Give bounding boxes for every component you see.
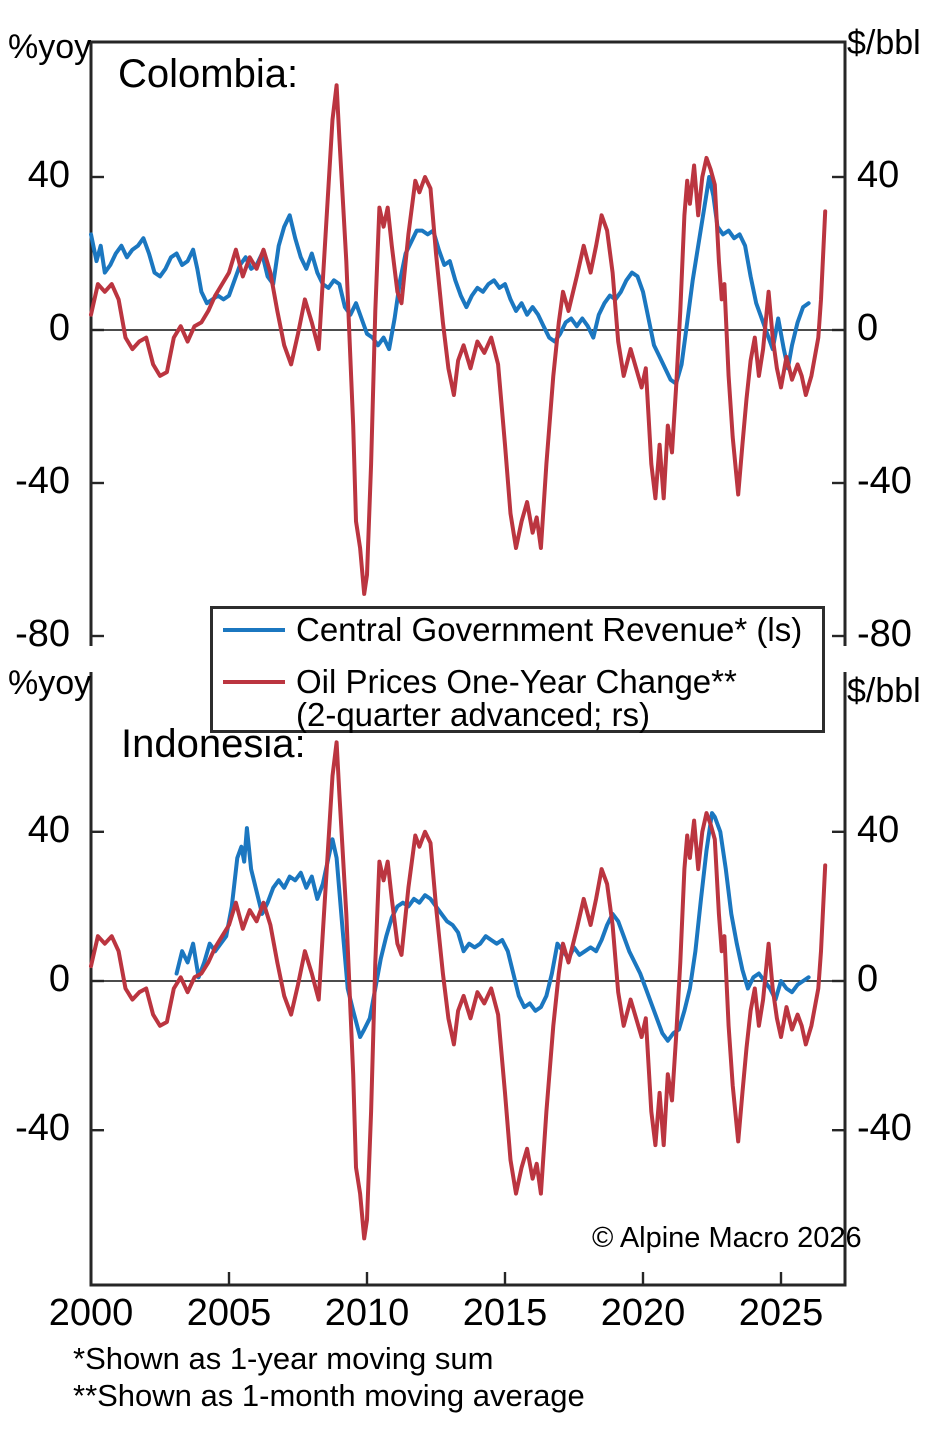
oil-line-colombia: [89, 83, 828, 596]
legend: Central Government Revenue* (ls) Oil Pri…: [210, 606, 825, 733]
footnote-2: **Shown as 1-month moving average: [73, 1378, 585, 1413]
legend-label-revenue: Central Government Revenue* (ls): [296, 611, 803, 648]
oil-line-indonesia: [89, 740, 828, 1241]
footnotes: *Shown as 1-year moving sum **Shown as 1…: [73, 1340, 585, 1414]
legend-label-oil: Oil Prices One-Year Change**: [296, 663, 737, 700]
bottom-right-axis-unit: $/bbl: [847, 672, 921, 710]
copyright-note: © Alpine Macro 2026: [592, 1222, 862, 1254]
legend-label-oil-line2: (2-quarter advanced; rs): [296, 696, 650, 733]
revenue-line-colombia: [89, 175, 811, 386]
revenue-line-indonesia: [174, 811, 811, 1043]
top-left-axis-unit: %yoy: [8, 28, 92, 66]
oil-line-swatch-icon: [223, 680, 285, 684]
legend-item-oil: Oil Prices One-Year Change**: [223, 664, 737, 700]
panel-title-colombia: Colombia:: [118, 52, 299, 96]
footnote-1: *Shown as 1-year moving sum: [73, 1341, 494, 1376]
revenue-line-swatch-icon: [223, 628, 285, 632]
bottom-left-axis-unit: %yoy: [8, 664, 92, 702]
top-right-axis-unit: $/bbl: [847, 24, 921, 62]
legend-item-revenue: Central Government Revenue* (ls): [223, 612, 802, 648]
